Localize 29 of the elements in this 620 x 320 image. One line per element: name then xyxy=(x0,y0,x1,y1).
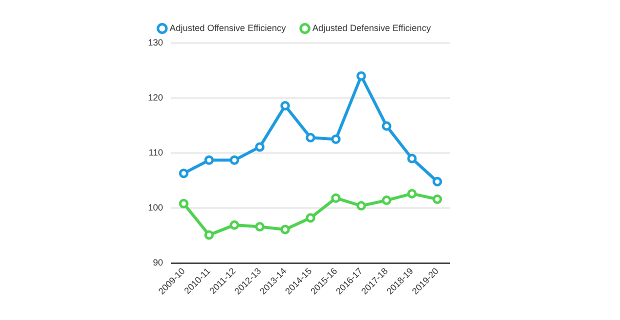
point xyxy=(382,196,392,206)
point xyxy=(306,132,316,142)
point xyxy=(432,194,442,204)
point xyxy=(331,134,341,144)
point xyxy=(331,193,341,203)
legend-label: Adjusted Defensive Efficiency xyxy=(312,22,432,33)
point xyxy=(178,198,188,208)
y-tick-label: 110 xyxy=(148,147,164,158)
point xyxy=(407,154,417,164)
y-tick-label: 120 xyxy=(148,92,164,102)
point xyxy=(356,201,366,211)
point xyxy=(204,230,214,240)
point xyxy=(230,155,240,165)
point xyxy=(204,155,214,165)
point xyxy=(356,71,366,81)
point xyxy=(255,222,265,232)
point xyxy=(280,100,290,110)
point xyxy=(432,176,442,186)
point xyxy=(306,213,316,223)
y-tick-label: 100 xyxy=(148,202,164,212)
point xyxy=(407,188,417,198)
point xyxy=(230,220,240,230)
point xyxy=(280,224,290,234)
point xyxy=(178,168,188,178)
point xyxy=(382,121,392,131)
point xyxy=(255,142,265,152)
legend-label: Adjusted Offensive Efficiency xyxy=(170,22,286,33)
y-tick-label: 130 xyxy=(148,37,164,48)
y-tick-label: 90 xyxy=(153,257,164,268)
